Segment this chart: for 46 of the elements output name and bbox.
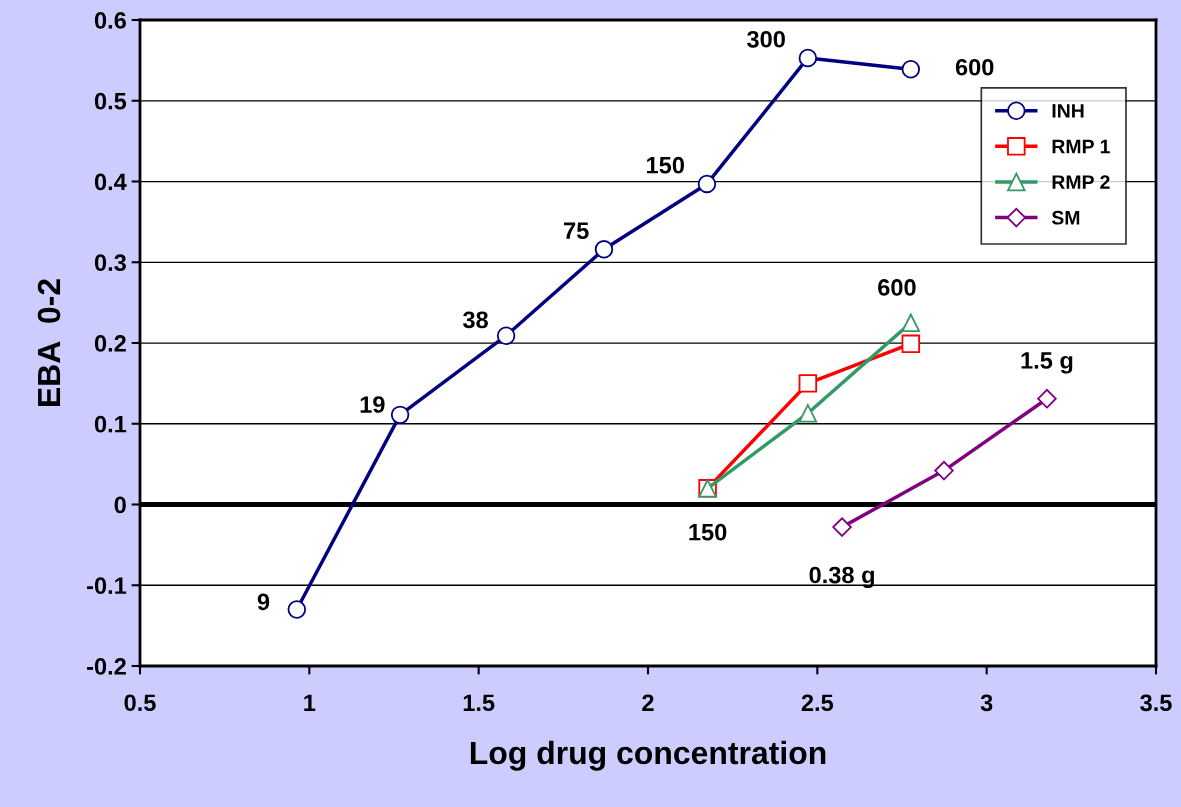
- point: [798, 374, 818, 393]
- point: [594, 240, 614, 259]
- annotation: 150: [647, 156, 684, 174]
- annotation: 19: [360, 396, 385, 413]
- x-tick-label: 1: [304, 694, 316, 711]
- point: [287, 600, 307, 619]
- y-tick-label: 0.1: [94, 415, 127, 433]
- x-tick-label: 3.5: [1140, 694, 1172, 712]
- x-tick-label: 2.5: [801, 694, 834, 712]
- annotation: 1.5 g: [1021, 352, 1073, 374]
- legend-label: SM: [1051, 210, 1080, 225]
- y-axis-title: EBA 0-2: [37, 279, 61, 406]
- x-tick-label: 2: [642, 694, 654, 711]
- annotation: 300: [747, 30, 785, 48]
- x-tick-label: 1.5: [463, 694, 495, 712]
- legend-label: RMP 1: [1052, 139, 1110, 154]
- legend-label: RMP 2: [1052, 175, 1110, 189]
- point: [496, 326, 516, 345]
- annotation: 150: [689, 523, 727, 541]
- point: [697, 174, 717, 194]
- y-tick-label: 0.6: [94, 12, 126, 29]
- point: [832, 517, 852, 537]
- x-tick-label: 3: [980, 694, 993, 712]
- point: [798, 48, 818, 68]
- y-tick-label: 0.3: [94, 254, 126, 272]
- point: [390, 405, 410, 425]
- annotation: 600: [878, 279, 916, 296]
- annotation: 9: [257, 593, 270, 611]
- x-axis-title: Log drug concentration: [470, 740, 826, 771]
- annotation: 38: [462, 311, 488, 329]
- y-tick-label: 0.2: [94, 335, 126, 352]
- legend-label: INH: [1052, 104, 1084, 118]
- point: [798, 404, 818, 423]
- point: [901, 313, 921, 333]
- y-tick-label: -0.2: [87, 658, 126, 675]
- annotation: 75: [564, 222, 589, 239]
- x-tick-label: 0.5: [124, 694, 156, 712]
- point: [1037, 388, 1057, 409]
- point: [901, 60, 921, 79]
- annotation: 600: [955, 58, 994, 76]
- y-tick-label: 0: [114, 496, 126, 514]
- point: [901, 334, 921, 354]
- y-tick-label: 0.4: [94, 173, 127, 191]
- point: [934, 460, 954, 481]
- y-tick-label: -0.1: [87, 577, 127, 595]
- y-tick-label: 0.5: [94, 92, 127, 110]
